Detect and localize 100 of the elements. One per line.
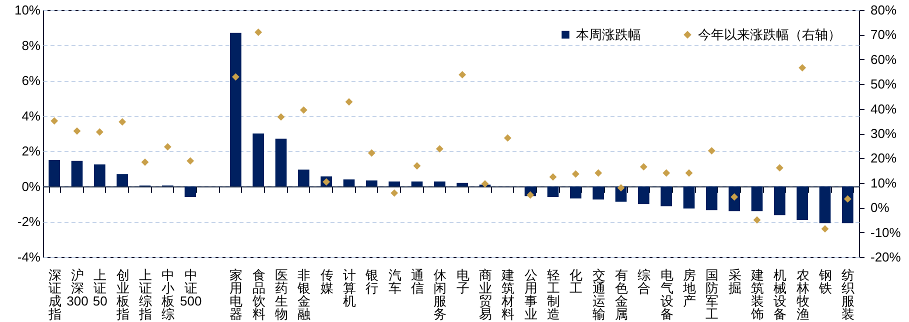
point [458, 71, 466, 78]
x-tick-label: 非银金融 [296, 268, 311, 322]
y-tick-label: 10% [14, 2, 41, 18]
y2-tick-label: -10% [870, 224, 902, 240]
bar [184, 186, 196, 198]
x-tick-label: 交通运输 [592, 268, 606, 322]
x-tick-label: 沪深300 [66, 268, 88, 308]
x-tick-label: 农林牧渔 [795, 268, 810, 322]
x-tick-label: 银行 [364, 268, 379, 296]
point [277, 113, 285, 121]
point [640, 163, 648, 171]
bar [388, 181, 400, 186]
bar [411, 181, 423, 186]
point [708, 147, 716, 154]
x-tick-label: 汽车 [388, 268, 402, 296]
x-tick-label: 纺织服装 [842, 268, 855, 322]
bar [434, 181, 446, 186]
bar [94, 164, 106, 186]
x-tick-label: 上证综指 [138, 268, 152, 322]
x-tick-label: 计算机 [343, 268, 356, 308]
point [390, 189, 398, 197]
bar [751, 186, 763, 212]
y2-tick-label: 30% [870, 126, 897, 141]
bar [252, 134, 264, 186]
x-tick-label: 上证50 [92, 268, 108, 308]
point [254, 28, 262, 36]
point [436, 145, 444, 153]
point [776, 164, 784, 172]
bar [570, 186, 582, 198]
bar [275, 138, 287, 186]
x-tick-label: 中证500 [180, 268, 202, 308]
y2-tick-label: 20% [870, 150, 897, 166]
bar [366, 180, 378, 186]
bar [796, 186, 808, 220]
y-tick-label: 0% [22, 178, 41, 194]
point [685, 169, 693, 177]
point [164, 143, 172, 151]
y2-tick-label: 80% [870, 2, 897, 18]
x-tick-label: 中小板综 [160, 268, 175, 322]
bar [71, 160, 83, 186]
point [572, 170, 580, 178]
bar [592, 186, 604, 200]
point [549, 173, 557, 181]
y2-tick-label: 50% [870, 76, 897, 92]
bar [683, 186, 695, 208]
x-tick-label: 采掘 [728, 268, 742, 296]
point [345, 98, 353, 106]
y-tick-label: -2% [17, 214, 41, 230]
x-tick-label: 国防军工 [706, 268, 719, 322]
point [844, 195, 852, 203]
point [300, 106, 308, 114]
bar [660, 186, 672, 206]
point [73, 127, 81, 135]
y-tick-label: 2% [22, 144, 41, 159]
bar [116, 174, 128, 186]
x-tick-label: 化工 [570, 268, 583, 296]
point [186, 157, 194, 165]
legend-label: 本周涨跌幅 [576, 26, 641, 42]
y2-tick-label: 10% [870, 175, 897, 190]
point [50, 117, 58, 125]
bar [456, 182, 468, 186]
x-tick-label: 深证成指 [47, 268, 62, 322]
x-tick-label: 公用事业 [524, 268, 538, 322]
x-tick-label: 商业贸易 [479, 268, 492, 322]
bar [842, 186, 854, 224]
x-tick-label: 建筑材料 [500, 268, 515, 322]
x-tick-label: 食品饮料 [251, 268, 266, 322]
point [481, 180, 489, 188]
x-tick-label: 建筑装饰 [750, 268, 764, 322]
bar [48, 160, 60, 186]
x-tick-label: 钢铁 [818, 268, 832, 296]
bar [343, 179, 355, 186]
bar [547, 186, 559, 198]
x-tick-label: 电子 [456, 268, 470, 296]
y2-tick-label: 0% [870, 200, 890, 216]
x-tick-label: 休闲服务 [434, 268, 447, 322]
point [594, 169, 602, 177]
point [118, 118, 126, 126]
y2-tick-label: 70% [870, 27, 897, 42]
point [368, 149, 376, 157]
bar [638, 186, 650, 204]
point [821, 225, 829, 233]
x-tick-label: 电气设备 [660, 268, 674, 322]
point [504, 134, 512, 142]
x-tick-label: 家用电器 [230, 268, 243, 322]
point [413, 162, 421, 170]
bar [230, 32, 242, 186]
point [141, 158, 149, 166]
legend-label: 今年以来涨跌幅（右轴） [698, 26, 841, 42]
x-tick-label: 通信 [411, 268, 424, 296]
point [96, 128, 104, 136]
point [753, 216, 761, 224]
x-tick-label: 综合 [638, 268, 651, 296]
bar [706, 186, 718, 210]
point [798, 64, 806, 72]
y-tick-label: 6% [22, 73, 41, 88]
x-tick-label: 房地产 [682, 268, 696, 308]
y-tick-label: 8% [22, 38, 41, 53]
point [232, 73, 240, 81]
y2-tick-label: 40% [870, 101, 897, 116]
